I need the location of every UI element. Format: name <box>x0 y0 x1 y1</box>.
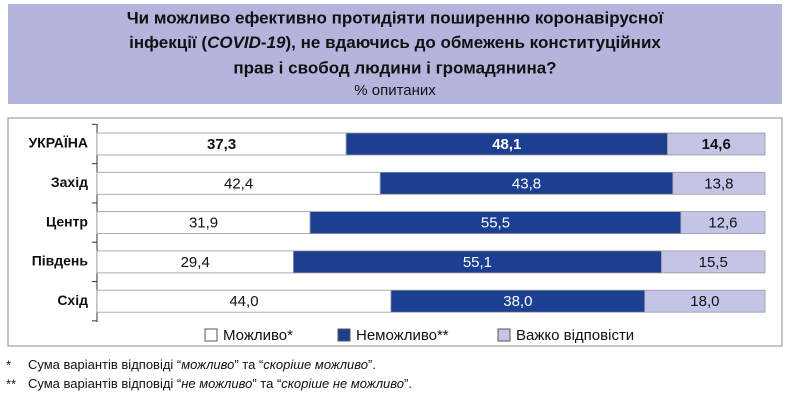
category-label: УКРАЇНА <box>28 135 88 151</box>
chart-subtitle: % опитаних <box>354 82 436 99</box>
legend-swatch <box>204 328 218 342</box>
title-part: ), не вдаючись до обмежень конституційни… <box>286 33 662 52</box>
value-label: 43,8 <box>512 175 541 192</box>
title-box <box>8 4 782 104</box>
value-label: 12,6 <box>708 215 737 232</box>
value-label: 48,1 <box>492 136 521 153</box>
footnote-mark: * <box>6 357 11 372</box>
legend-label: Важко відповісти <box>516 327 634 344</box>
footnote-part: Сума варіантів відповіді “ <box>28 376 181 391</box>
footnote: Сума варіантів відповіді “можливо” та “с… <box>28 357 376 372</box>
footnote-part: ”. <box>368 357 376 372</box>
category-label: Схід <box>57 292 88 308</box>
value-label: 55,5 <box>481 215 510 232</box>
value-label: 14,6 <box>702 136 731 153</box>
value-label: 55,1 <box>463 254 492 271</box>
value-label: 13,8 <box>704 175 733 192</box>
value-label: 38,0 <box>503 293 532 310</box>
value-label: 18,0 <box>690 293 719 310</box>
value-label: 44,0 <box>229 293 258 310</box>
footnote-part: можливо <box>181 357 234 372</box>
value-label: 15,5 <box>699 254 728 271</box>
legend-label: Неможливо** <box>356 327 449 344</box>
value-label: 37,3 <box>207 136 236 153</box>
chart-title: прав і свобод людини і громадянина? <box>233 58 556 77</box>
footnote: Сума варіантів відповіді “не можливо” та… <box>28 376 412 391</box>
bar-segment <box>680 211 766 235</box>
bar-segment <box>672 171 766 195</box>
bar-segment <box>661 250 766 274</box>
chart-title: Чи можливо ефективно протидіяти поширенн… <box>127 8 665 27</box>
value-label: 42,4 <box>224 175 253 192</box>
legend-swatch <box>497 328 511 342</box>
title-part: інфекції ( <box>129 33 207 52</box>
legend-swatch <box>337 328 351 342</box>
footnote-part: ” та “ <box>252 376 281 391</box>
category-label: Південь <box>32 253 89 269</box>
value-label: 29,4 <box>181 254 210 271</box>
footnote-part: ” та “ <box>234 357 263 372</box>
title-part: COVID-19 <box>207 33 286 52</box>
footnote-part: Сума варіантів відповіді “ <box>28 357 181 372</box>
bar-segment <box>644 289 766 313</box>
category-label: Центр <box>46 213 88 229</box>
chart-title: інфекції (COVID-19), не вдаючись до обме… <box>129 33 661 52</box>
category-label: Захід <box>51 174 88 190</box>
legend-label: Можливо* <box>223 327 293 344</box>
footnote-part: скоріше можливо <box>263 357 368 372</box>
footnote-part: не можливо <box>181 376 252 391</box>
footnote-part: ”. <box>404 376 412 391</box>
value-label: 31,9 <box>189 215 218 232</box>
bar-segment <box>667 132 766 156</box>
footnote-mark: ** <box>6 376 16 391</box>
footnote-part: скоріше не можливо <box>281 376 404 391</box>
